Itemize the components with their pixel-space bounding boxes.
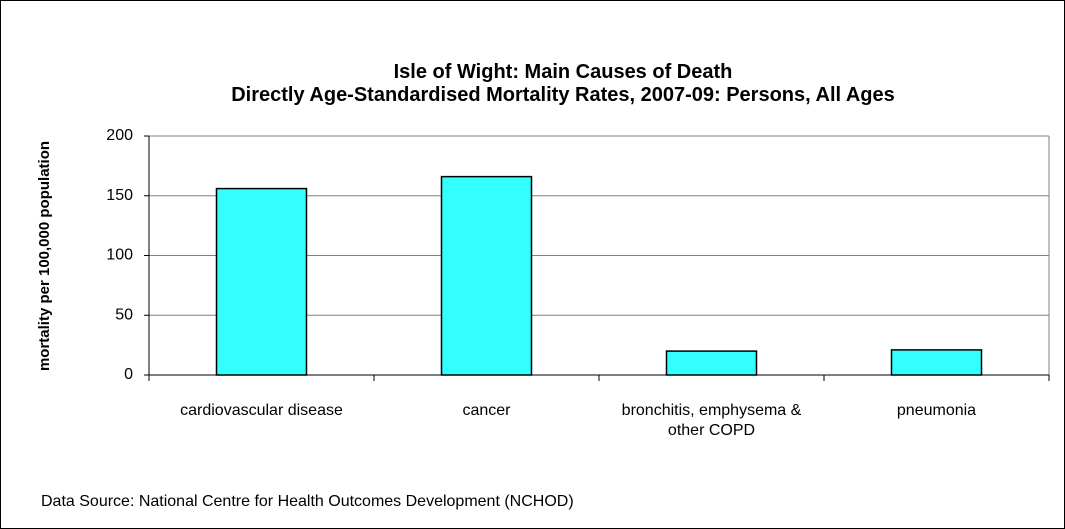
y-axis-label: mortality per 100,000 population	[36, 141, 53, 371]
x-tick-label: bronchitis, emphysema & other COPD	[621, 402, 802, 439]
bar	[665, 350, 758, 376]
bar	[440, 175, 533, 376]
bar	[215, 187, 308, 376]
chart-title: Isle of Wight: Main Causes of Death	[393, 61, 733, 83]
bar	[890, 349, 983, 376]
chart-subtitle: Directly Age-Standardised Mortality Rate…	[231, 84, 895, 106]
y-tick-label: 150	[106, 187, 133, 204]
x-tick-label: cancer	[462, 402, 511, 419]
y-tick-label: 0	[124, 366, 133, 383]
x-tick-label: pneumonia	[896, 402, 977, 419]
y-tick-label: 200	[106, 127, 133, 144]
x-tick-label: cardiovascular disease	[180, 402, 343, 419]
y-tick-label: 50	[115, 306, 133, 323]
y-tick-label: 100	[106, 247, 133, 264]
source-note: Data Source: National Centre for Health …	[41, 493, 574, 510]
